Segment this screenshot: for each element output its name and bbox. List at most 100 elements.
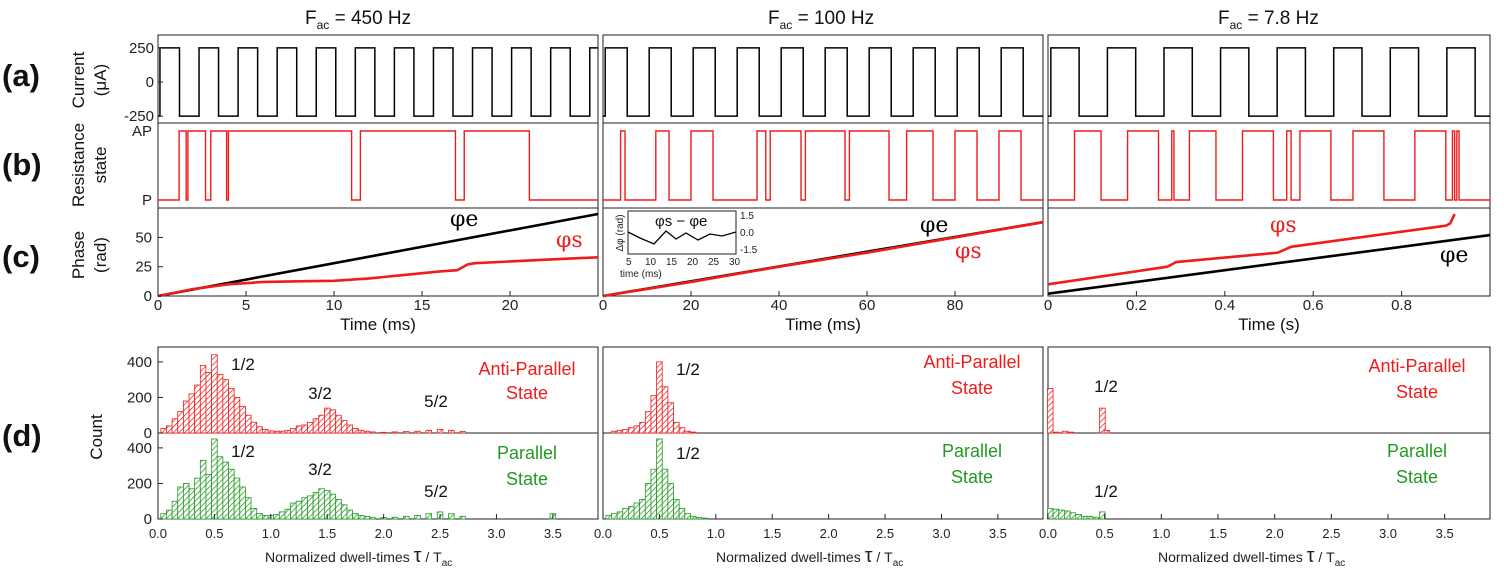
hist-bar-d-450-ap bbox=[160, 428, 167, 434]
hist-bar-d-100-p bbox=[627, 506, 635, 520]
hist-bar-d-100-ap bbox=[622, 429, 629, 434]
hist-bar-d-450-ap bbox=[177, 411, 184, 434]
hist-bar-d-450-p bbox=[363, 515, 370, 520]
hist-bar-d-100-ap bbox=[661, 386, 669, 434]
hist-bar-d-100-ap bbox=[673, 421, 680, 434]
hist-xtick-label-d-450-p-0: 0.0 bbox=[149, 526, 167, 541]
phase-xlabel-7.8: Time (s) bbox=[1238, 315, 1300, 334]
hist-bar-d-100-p bbox=[605, 515, 612, 520]
inset-series bbox=[627, 230, 737, 245]
hist-bar-d-450-ap bbox=[301, 424, 308, 434]
hist-bar-d-450-p bbox=[307, 495, 314, 520]
hist-bar-d-450-ap bbox=[363, 430, 370, 434]
hist-bar-d-450-ap bbox=[391, 431, 399, 434]
hist-xtick-label-d-450-p-6: 3.0 bbox=[487, 526, 505, 541]
ylabel-phase-line1: Phase bbox=[69, 231, 88, 279]
hist-bar-d-450-ap bbox=[448, 429, 455, 434]
inset-ytick-3: -1.5 bbox=[740, 245, 758, 256]
hist-bar-d-7.8-p bbox=[1086, 515, 1094, 520]
hist-bar-d-450-p bbox=[295, 500, 303, 520]
annotation-d-450-ap-1: 3/2 bbox=[308, 384, 332, 403]
hist-bar-d-450-ap bbox=[166, 425, 173, 434]
phi-e-label-450: φe bbox=[450, 207, 478, 232]
hist-bar-d-450-p bbox=[340, 504, 348, 520]
hist-bar-d-450-ap bbox=[182, 400, 190, 434]
ylabel-resistance-line2: state bbox=[91, 147, 110, 184]
hist-bar-d-450-p bbox=[402, 515, 410, 520]
hist-bar-d-100-ap bbox=[650, 395, 657, 434]
ap-label-7.8-line1: Anti-Parallel bbox=[1368, 356, 1465, 376]
panel-label-b: (b) bbox=[2, 147, 42, 182]
ylabel-current-line1: Current bbox=[69, 51, 88, 108]
hist-bar-d-450-p bbox=[301, 497, 308, 520]
hist-xtick-label-d-450-p-4: 2.0 bbox=[375, 526, 393, 541]
hist-xtick-label-d-100-p-0: 0.0 bbox=[594, 526, 612, 541]
hist-xlabel-100: Normalized dwell-times τ / Tac bbox=[716, 545, 903, 569]
panel-label-c: (c) bbox=[2, 239, 40, 274]
phase-xtick-label-100-4: 80 bbox=[947, 297, 964, 314]
annotation-d-450-p-2: 5/2 bbox=[424, 482, 448, 501]
hist-bar-d-7.8-p bbox=[1092, 516, 1099, 520]
inset-xtick-1: 5 bbox=[626, 257, 632, 268]
inset-title: φs − φe bbox=[655, 213, 707, 230]
hist-bar-d-100-p bbox=[616, 511, 624, 520]
inset-xlabel: time (ms) bbox=[620, 269, 662, 280]
hist-bar-d-100-p bbox=[673, 499, 680, 520]
hist-bar-d-450-ap bbox=[324, 407, 331, 434]
hist-bar-d-450-ap bbox=[436, 429, 444, 434]
frame-b-450 bbox=[157, 122, 599, 209]
hist-bar-d-450-ap bbox=[335, 414, 342, 434]
phase-ytick-label-0: 0 bbox=[144, 288, 152, 305]
hist-xtick-label-d-100-p-4: 2.0 bbox=[820, 526, 838, 541]
frame-dp-7.8 bbox=[1047, 432, 1491, 520]
hist-xtick-label-d-7.8-p-5: 2.5 bbox=[1322, 526, 1340, 541]
hist-bar-d-100-ap bbox=[633, 425, 641, 434]
panel-label-a: (a) bbox=[2, 58, 40, 93]
resistance-series-100 bbox=[603, 130, 1043, 201]
hist-bar-d-7.8-p bbox=[1075, 514, 1082, 520]
hist-bar-d-7.8-ap bbox=[1047, 388, 1054, 434]
hist-ytick-label-d-450-ap-1: 200 bbox=[127, 389, 152, 406]
hist-xtick-label-d-450-p-2: 1.0 bbox=[262, 526, 280, 541]
hist-xlabel-7.8: Normalized dwell-times τ / Tac bbox=[1158, 545, 1345, 569]
hist-bar-d-450-ap bbox=[414, 430, 421, 434]
hist-bar-d-450-ap bbox=[211, 354, 218, 434]
hist-bar-d-450-ap bbox=[267, 430, 275, 434]
hist-bar-d-100-ap bbox=[684, 430, 691, 434]
hist-bar-d-450-ap bbox=[278, 430, 286, 434]
inset-xtick-5: 25 bbox=[708, 257, 720, 268]
frame-dp-100 bbox=[602, 432, 1044, 520]
annotation-d-450-p-1: 3/2 bbox=[308, 460, 332, 479]
hist-bar-d-100-p bbox=[684, 513, 691, 520]
phase-xtick-label-450-1: 5 bbox=[242, 297, 250, 314]
hist-bar-d-100-ap bbox=[627, 427, 635, 434]
hist-bar-d-450-ap bbox=[216, 373, 224, 434]
hist-bar-d-450-ap bbox=[256, 426, 263, 434]
phase-ytick-label-2: 50 bbox=[135, 229, 152, 246]
hist-bar-d-450-p bbox=[166, 509, 173, 520]
phase-xtick-label-450-0: 0 bbox=[154, 297, 162, 314]
frame-dp-450 bbox=[157, 432, 599, 520]
hist-bar-d-450-ap bbox=[346, 424, 354, 434]
phase-xlabel-100: Time (ms) bbox=[785, 315, 861, 334]
hist-bar-d-450-ap bbox=[284, 429, 291, 434]
hist-bar-d-450-ap bbox=[357, 429, 365, 434]
hist-bar-d-7.8-p bbox=[1052, 508, 1060, 520]
hist-bar-d-7.8-ap bbox=[1103, 429, 1111, 434]
phase-xtick-label-7.8-2: 0.4 bbox=[1214, 297, 1235, 314]
hist-xtick-label-d-450-p-7: 3.5 bbox=[544, 526, 562, 541]
hist-bar-d-450-p bbox=[222, 461, 229, 520]
inset-frame bbox=[627, 210, 737, 255]
phase-xtick-label-100-3: 60 bbox=[859, 297, 876, 314]
current-ytick-label-0: 250 bbox=[129, 40, 154, 57]
hist-bar-d-450-p bbox=[171, 500, 179, 520]
frame-a-450 bbox=[157, 34, 599, 124]
hist-bar-d-450-ap bbox=[171, 418, 179, 434]
hist-bar-d-450-ap bbox=[222, 379, 229, 434]
hist-bar-d-7.8-p bbox=[1081, 515, 1088, 520]
hist-xtick-label-d-7.8-p-4: 2.0 bbox=[1266, 526, 1284, 541]
hist-bar-d-450-p bbox=[256, 513, 263, 520]
hist-bar-d-450-ap bbox=[425, 429, 432, 434]
inset-xtick-4: 20 bbox=[687, 257, 699, 268]
